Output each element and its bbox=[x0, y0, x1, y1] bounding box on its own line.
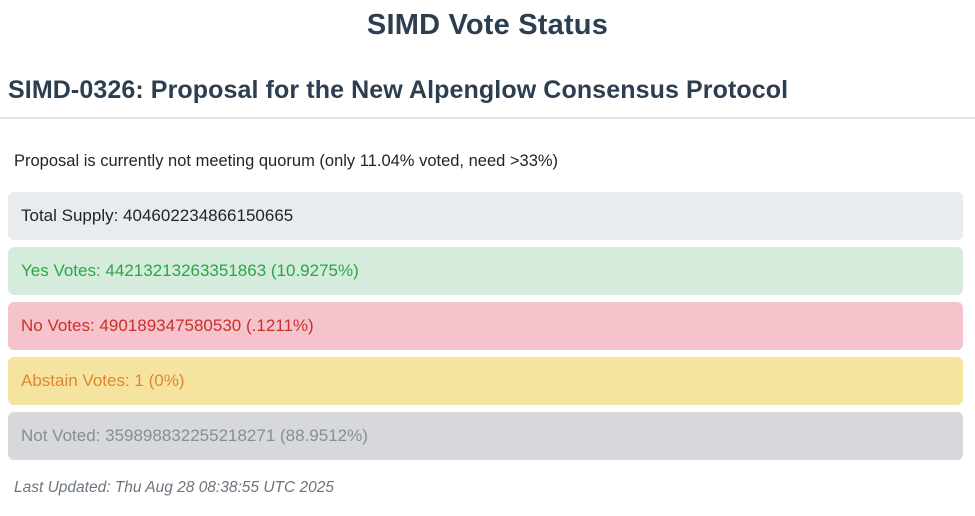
page-title: SIMD Vote Status bbox=[366, 9, 609, 41]
no-votes-row: No Votes: 490189347580530 (.1211%) bbox=[8, 302, 963, 350]
total-supply-row: Total Supply: 404602234866150665 bbox=[8, 192, 963, 240]
not-voted-row: Not Voted: 359898832255218271 (88.9512%) bbox=[8, 412, 963, 460]
yes-votes-row: Yes Votes: 44213213263351863 (10.9275%) bbox=[8, 247, 963, 295]
vote-summary-list: Total Supply: 404602234866150665 Yes Vot… bbox=[8, 192, 963, 460]
proposal-heading: SIMD-0326: Proposal for the New Alpenglo… bbox=[8, 76, 789, 104]
quorum-status-text: Proposal is currently not meeting quorum… bbox=[14, 152, 559, 170]
abstain-votes-text: Abstain Votes: 1 (0%) bbox=[21, 371, 185, 390]
yes-votes-text: Yes Votes: 44213213263351863 (10.9275%) bbox=[21, 261, 359, 280]
total-supply-text: Total Supply: 404602234866150665 bbox=[21, 206, 294, 225]
not-voted-text: Not Voted: 359898832255218271 (88.9512%) bbox=[21, 426, 368, 445]
last-updated-text: Last Updated: Thu Aug 28 08:38:55 UTC 20… bbox=[14, 479, 334, 496]
no-votes-text: No Votes: 490189347580530 (.1211%) bbox=[21, 316, 314, 335]
heading-divider bbox=[0, 117, 975, 119]
abstain-votes-row: Abstain Votes: 1 (0%) bbox=[8, 357, 963, 405]
